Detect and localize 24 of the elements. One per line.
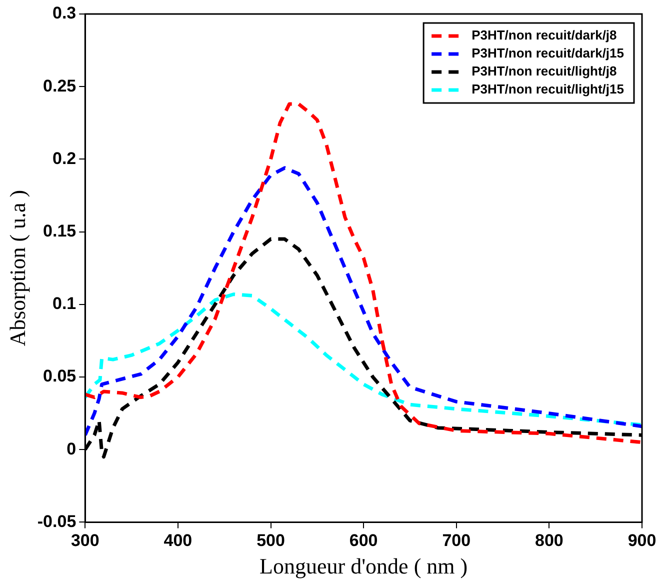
line-series <box>85 292 642 427</box>
line-series <box>85 102 642 444</box>
y-tick-label: 0.1 <box>52 294 76 314</box>
legend-label: P3HT/non recuit/light/j8 <box>472 64 617 79</box>
x-tick-label: 900 <box>628 531 656 550</box>
x-tick-label: 800 <box>535 531 564 550</box>
y-tick-label: 0.25 <box>43 76 76 96</box>
y-tick-label: 0.3 <box>52 4 76 23</box>
y-tick-label: -0.05 <box>37 512 76 531</box>
x-tick-label: 600 <box>349 531 378 550</box>
line-series <box>85 166 642 437</box>
legend-label: P3HT/non recuit/dark/j15 <box>472 46 624 61</box>
y-axis-title: Absorption ( u.a ) <box>4 190 30 346</box>
x-tick-label: 400 <box>164 531 192 550</box>
x-tick-label: 700 <box>442 531 471 550</box>
y-tick-label: 0 <box>66 439 76 458</box>
x-tick-label: 500 <box>256 531 285 550</box>
legend-label: P3HT/non recuit/light/j15 <box>472 82 624 97</box>
x-tick-label: 300 <box>70 531 100 550</box>
y-tick-label: 0.2 <box>52 148 76 168</box>
y-tick-label: 0.15 <box>43 221 76 240</box>
legend-label: P3HT/non recuit/dark/j8 <box>472 28 617 43</box>
x-axis-title: Longueur d'onde ( nm ) <box>260 554 468 579</box>
y-tick-label: 0.05 <box>43 366 76 386</box>
